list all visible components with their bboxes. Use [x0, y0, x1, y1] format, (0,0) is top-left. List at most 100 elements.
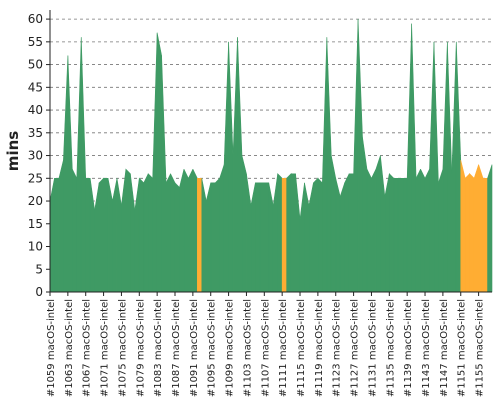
- area-segment-1133: [380, 155, 386, 293]
- area-segment-1079: [138, 177, 145, 293]
- area-segment-1105: [255, 182, 261, 293]
- x-tick-label: #1127 macOS-intel: [350, 299, 361, 397]
- y-tick-label: 15: [28, 217, 43, 231]
- area-segment-1064: [72, 169, 78, 293]
- area-segment-1097: [219, 164, 225, 293]
- area-segment-1150: [455, 41, 462, 293]
- x-tick-label: #1083 macOS-intel: [153, 299, 164, 397]
- y-tick-label: 45: [28, 80, 43, 94]
- y-tick-label: 25: [28, 171, 43, 185]
- area-segment-1141: [415, 169, 421, 293]
- area-segment-1145: [433, 41, 439, 293]
- area-segment-1113: [290, 173, 296, 293]
- area-segment-1155: [478, 164, 484, 293]
- x-tick-label: #1059 macOS-intel: [46, 299, 57, 397]
- x-tick-label: #1091 macOS-intel: [189, 299, 200, 397]
- x-tick-label: #1151 macOS-intel: [457, 299, 468, 397]
- area-segment-1139: [406, 23, 412, 293]
- area-segment-1109: [272, 173, 278, 293]
- area-segment-1125: [344, 173, 350, 293]
- area-segment-1135: [389, 173, 395, 293]
- x-tick-label: #1095 macOS-intel: [207, 299, 218, 397]
- area-segment-1067: [85, 177, 91, 293]
- y-tick-label: 50: [28, 58, 43, 72]
- area-segment-1073: [112, 178, 118, 293]
- area-segment-1121: [326, 37, 332, 293]
- area-segment-1142: [420, 169, 426, 293]
- x-tick-label: #1131 macOS-intel: [367, 299, 378, 397]
- area-segment-1107: [264, 182, 270, 293]
- area-segment-1076: [125, 168, 131, 293]
- area-segment-1124: [339, 182, 345, 293]
- area-segment-1149: [451, 41, 457, 293]
- y-tick-label: 10: [28, 240, 43, 254]
- area-segment-1099: [228, 41, 234, 293]
- area-segment-1094: [205, 182, 212, 293]
- x-tick-label: #1119 macOS-intel: [314, 299, 325, 397]
- area-segment-1062: [63, 55, 69, 293]
- x-tick-label: #1147 macOS-intel: [439, 299, 450, 397]
- area-segment-1092: [197, 177, 203, 293]
- area-segment-1143: [424, 169, 430, 293]
- area-segment-1078: [134, 178, 140, 293]
- area-segment-1130: [366, 169, 372, 293]
- area-segment-1153: [469, 173, 475, 293]
- area-segment-1098: [223, 41, 229, 293]
- area-segment-1086: [170, 173, 176, 293]
- area-segment-1060: [54, 177, 60, 293]
- area-segment-1120: [322, 37, 328, 293]
- area-segment-1093: [201, 178, 207, 293]
- area-segment-1111: [281, 177, 287, 293]
- y-axis: 0 5 10 15 20 25 30 35 40 45 50 55 60: [28, 10, 51, 299]
- x-tick-label: #1135 macOS-intel: [385, 299, 396, 397]
- area-segment-1085: [165, 173, 171, 293]
- area-segment-1063: [67, 55, 73, 293]
- area-segment-1082: [152, 32, 158, 293]
- area-segment-1117: [308, 182, 314, 293]
- area-segment-1136: [393, 177, 399, 293]
- area-segment-1152: [464, 173, 470, 293]
- area-segment-1087: [174, 182, 180, 293]
- area-segment-1077: [130, 173, 136, 293]
- area-segment-1110: [277, 173, 283, 293]
- x-tick-label: #1087 macOS-intel: [171, 299, 182, 397]
- area-segment-1146: [438, 169, 444, 293]
- area-segment-1116: [304, 182, 310, 293]
- x-tick-label: #1075 macOS-intel: [117, 299, 128, 397]
- y-tick-label: 20: [28, 194, 43, 208]
- x-tick-label: #1067 macOS-intel: [82, 299, 93, 397]
- area-segment-1132: [375, 155, 381, 293]
- area-segment-1101: [237, 37, 243, 293]
- y-axis-label: mins: [4, 131, 22, 171]
- area-segment-1114: [295, 173, 301, 293]
- area-segment-1081: [147, 173, 153, 293]
- area-segment-1103: [246, 173, 252, 293]
- area-segment-1095: [210, 182, 216, 293]
- area-segment-1072: [107, 178, 113, 293]
- x-tick-label: #1111 macOS-intel: [278, 299, 289, 397]
- area-segment-1157: [487, 164, 493, 293]
- y-tick-label: 55: [28, 35, 43, 49]
- area-segment-1106: [259, 182, 265, 293]
- area-segment-1119: [317, 177, 323, 293]
- area-segment-1112: [286, 173, 292, 293]
- area-segment-1122: [330, 155, 337, 293]
- area-segment-1084: [161, 55, 167, 293]
- area-segment-1151: [460, 160, 466, 293]
- area-segment-1127: [353, 19, 359, 293]
- area-segment-1156: [482, 177, 488, 293]
- x-tick-label: #1071 macOS-intel: [100, 299, 111, 397]
- area-segment-1061: [58, 160, 64, 293]
- x-tick-label: #1115 macOS-intel: [296, 299, 307, 397]
- y-tick-label: 35: [28, 126, 43, 140]
- area-segment-1137: [397, 177, 404, 293]
- area-segment-1102: [241, 155, 247, 293]
- x-tick-label: #1063 macOS-intel: [64, 299, 75, 397]
- area-segment-1096: [214, 177, 220, 293]
- x-tick-label: #1079 macOS-intel: [135, 299, 146, 397]
- y-tick-label: 40: [28, 103, 43, 117]
- area-segment-1065: [76, 37, 82, 293]
- area-segment-1126: [348, 173, 354, 293]
- area-segment-1100: [232, 37, 238, 293]
- area-segment-1131: [371, 169, 377, 293]
